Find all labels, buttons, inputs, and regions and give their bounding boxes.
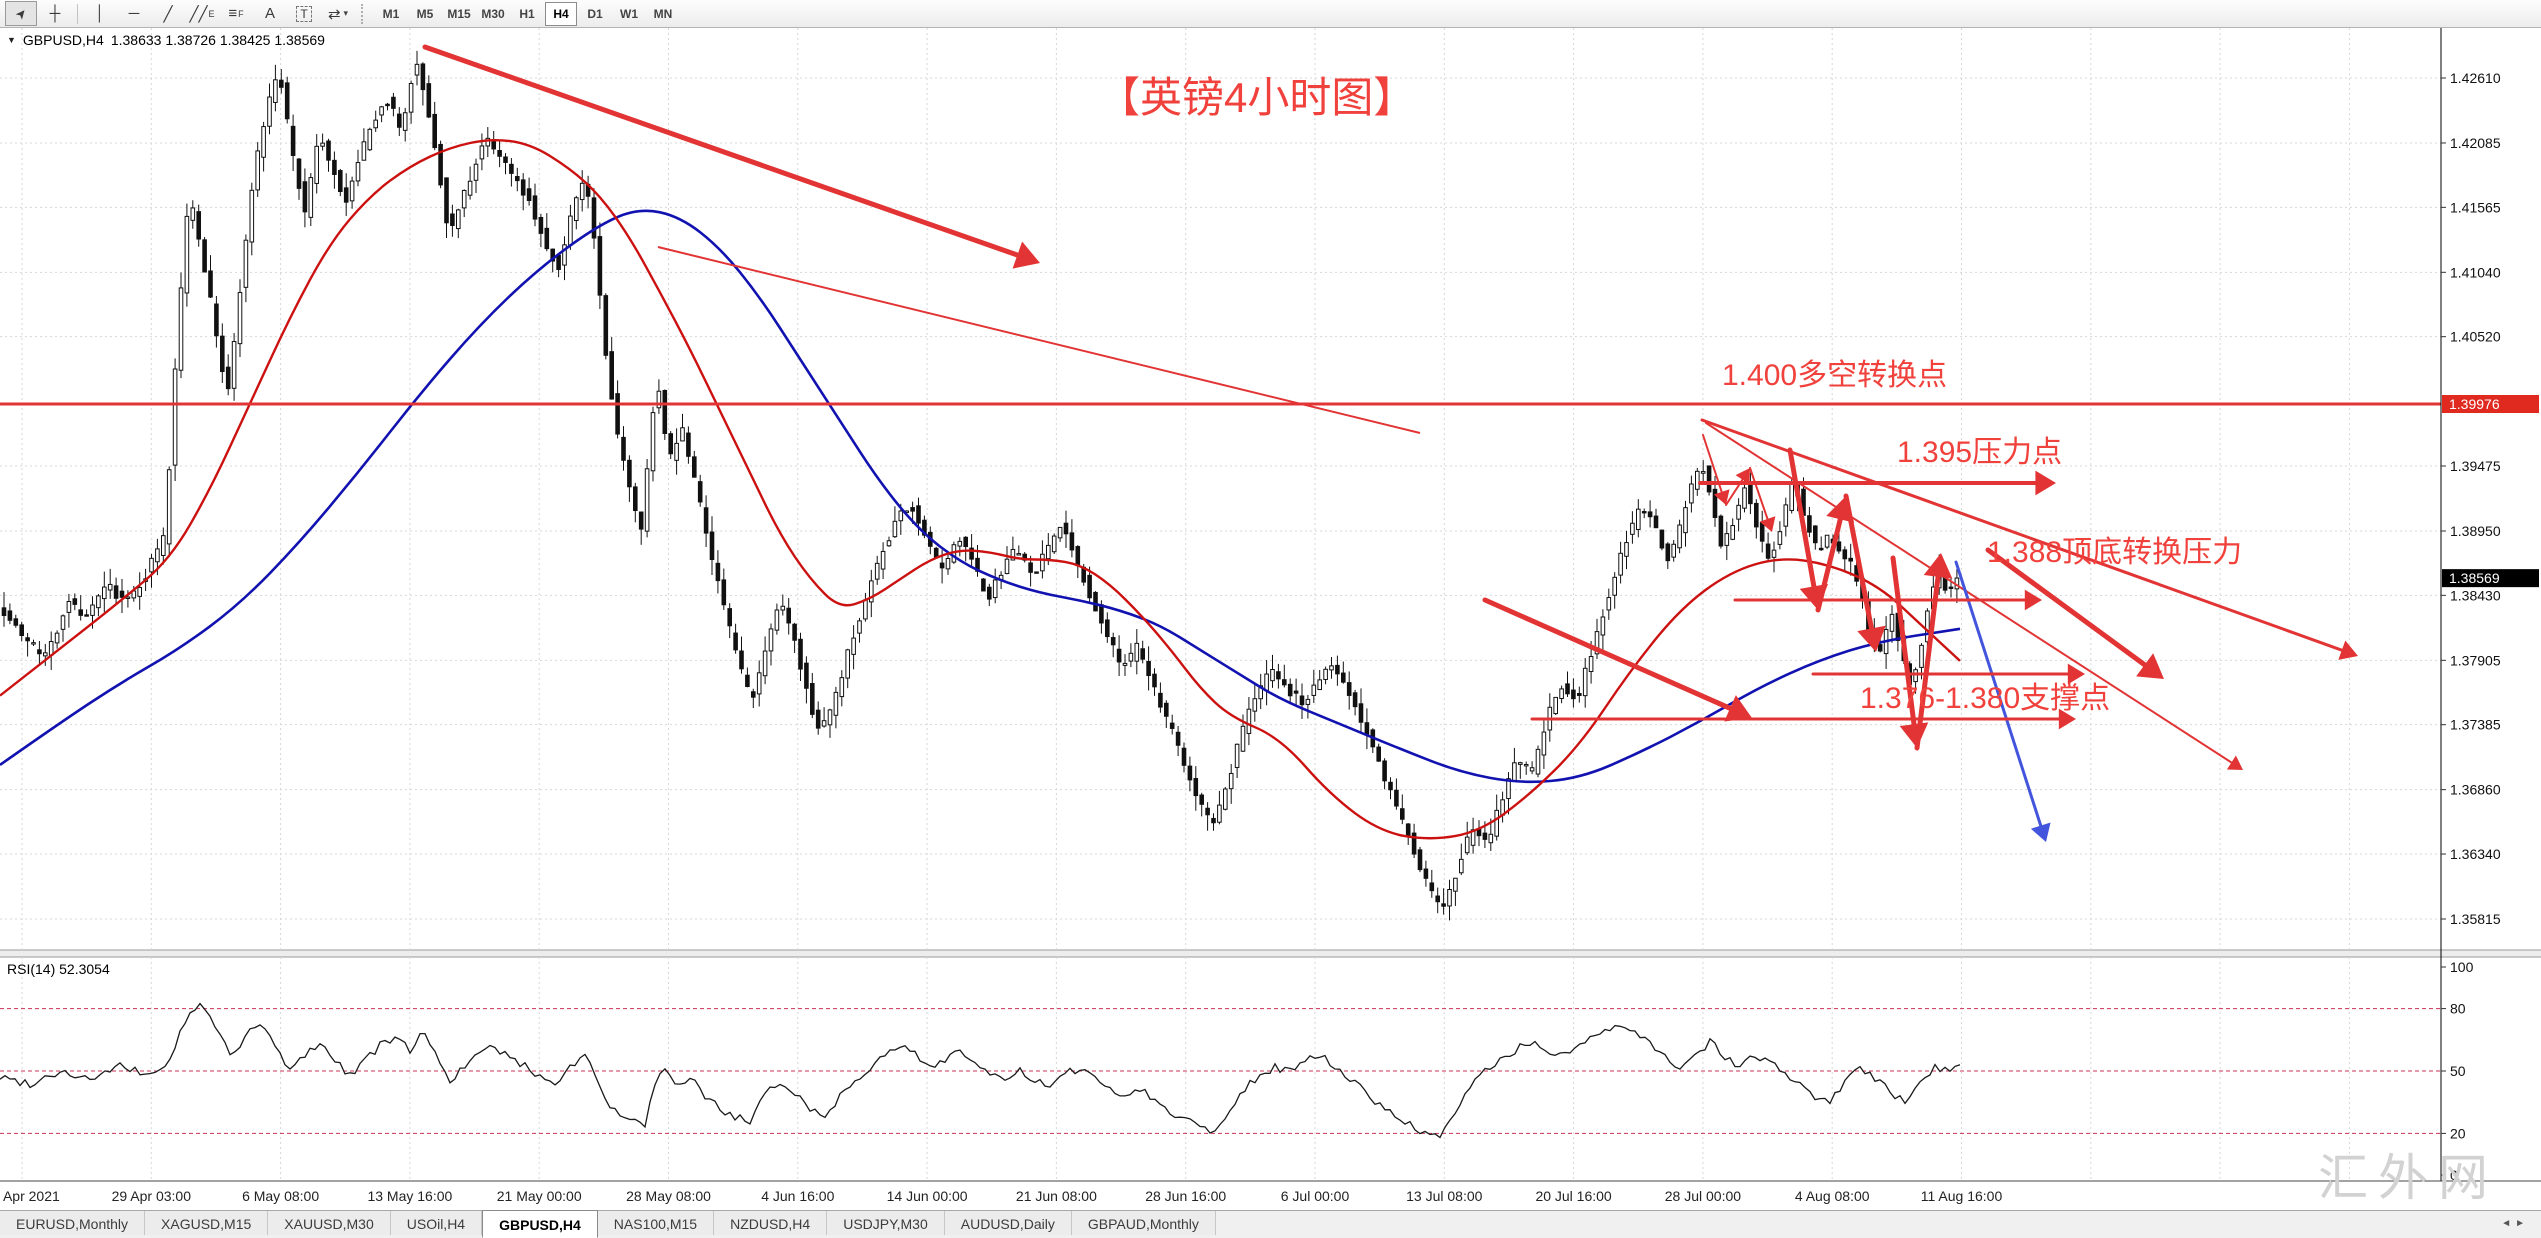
svg-text:14 Jun 00:00: 14 Jun 00:00: [887, 1188, 968, 1204]
text-label-icon[interactable]: T: [288, 1, 320, 26]
timeframe-button-d1[interactable]: D1: [587, 6, 603, 21]
svg-text:1.38430: 1.38430: [2450, 587, 2501, 603]
svg-text:21 Jun 08:00: 21 Jun 08:00: [1016, 1188, 1097, 1204]
svg-text:1.37905: 1.37905: [2450, 652, 2501, 668]
chart-tab-usoil-h4[interactable]: USOil,H4: [390, 1211, 483, 1235]
svg-text:11 Aug 16:00: 11 Aug 16:00: [1921, 1188, 2003, 1204]
price-axis: 1.42610 1.42085 1.41565 1.41040 1.40520 1.394…: [2440, 28, 2501, 1183]
equidistant-channel-icon[interactable]: ╱╱ E: [189, 5, 215, 23]
timeframe-button-m1[interactable]: M1: [382, 6, 400, 21]
tab-scroll-left-icon[interactable]: ◄: [2501, 1218, 2516, 1229]
symbol-ohlc: 1.38633 1.38726 1.38425 1.38569: [110, 32, 325, 48]
timeframe-button-w1[interactable]: W1: [620, 6, 638, 21]
horizontal-line-icon[interactable]: ─: [128, 5, 140, 22]
svg-text:28 Jun 16:00: 28 Jun 16:00: [1145, 1188, 1226, 1204]
svg-text:80: 80: [2450, 1001, 2466, 1017]
chart-tab-audusd-daily[interactable]: AUDUSD,Daily: [944, 1211, 1072, 1235]
text-icon[interactable]: A: [264, 5, 275, 22]
svg-text:1.36860: 1.36860: [2450, 782, 2501, 798]
chart-tabs: EURUSD,Monthly XAGUSD,M15 XAUUSD,M30 USOil,…: [0, 1210, 1216, 1238]
time-axis: 21 Apr 2021 29 Apr 03:00 6 May 08:00 13 May…: [0, 1188, 2002, 1204]
timeframe-button-h4[interactable]: H4: [545, 1, 577, 26]
toolbar-separator: [77, 3, 78, 24]
svg-text:4 Aug 08:00: 4 Aug 08:00: [1795, 1188, 1870, 1204]
svg-text:4 Jun 16:00: 4 Jun 16:00: [761, 1188, 834, 1204]
candlestick-series: [1, 50, 1960, 921]
svg-text:1.39475: 1.39475: [2450, 458, 2501, 474]
chart-tab-xauusd-m30[interactable]: XAUUSD,M30: [268, 1211, 391, 1235]
trendline-icon[interactable]: ╱: [163, 5, 173, 23]
watermark: 汇外网: [2318, 1150, 2498, 1206]
rsi-pane: [0, 1002, 2541, 1182]
svg-text:6 Jul 00:00: 6 Jul 00:00: [1281, 1188, 1350, 1204]
timeframe-button-m30[interactable]: M30: [481, 6, 505, 21]
svg-text:50: 50: [2450, 1063, 2466, 1079]
chart-tab-nas100-m15[interactable]: NAS100,M15: [597, 1211, 715, 1235]
svg-text:13 May 16:00: 13 May 16:00: [367, 1188, 452, 1204]
svg-text:1.42610: 1.42610: [2450, 70, 2501, 86]
symbol-info-bar: ▼ GBPUSD,H4 1.38633 1.38726 1.38425 1.38…: [7, 32, 325, 48]
svg-text:1.37385: 1.37385: [2450, 717, 2501, 733]
svg-text:100: 100: [2450, 959, 2474, 975]
svg-text:1.40520: 1.40520: [2450, 329, 2501, 345]
tab-scroll-right-icon[interactable]: ►: [2515, 1218, 2529, 1229]
price-tags: 1.39976 1.38569: [2442, 395, 2539, 588]
svg-text:1.41565: 1.41565: [2450, 199, 2501, 215]
symbol-name: GBPUSD,H4: [22, 32, 104, 48]
svg-text:29 Apr 03:00: 29 Apr 03:00: [112, 1188, 192, 1204]
toolbar: ➤ ┼ │ ─ ╱ ╱╱ E ≡ F A T ⇄ ▾ M1 M5 M15 M30 H1 H4 D1 W1 MN: [0, 0, 2541, 28]
svg-text:【英镑4小时图】: 【英镑4小时图】: [1098, 74, 1415, 121]
fibonacci-icon[interactable]: ≡ F: [228, 5, 244, 22]
svg-text:6 May 08:00: 6 May 08:00: [242, 1188, 319, 1204]
cursor-icon[interactable]: ➤: [5, 1, 37, 26]
chart-tab-gbpaud-monthly[interactable]: GBPAUD,Monthly: [1071, 1211, 1216, 1235]
svg-text:1.388顶底转换压力: 1.388顶底转换压力: [1987, 536, 2242, 569]
svg-text:0: 0: [2450, 1167, 2458, 1183]
chart-tab-xagusd-m15[interactable]: XAGUSD,M15: [145, 1211, 269, 1235]
annotation-arrows: [422, 44, 2358, 842]
rsi-indicator-label: RSI(14) 52.3054: [7, 961, 110, 977]
tab-scroll-arrows[interactable]: ◄►: [2501, 1218, 2529, 1229]
chart-tab-nzdusd-h4[interactable]: NZDUSD,H4: [714, 1211, 828, 1235]
svg-text:21 May 00:00: 21 May 00:00: [497, 1188, 582, 1204]
svg-text:21 Apr 2021: 21 Apr 2021: [0, 1188, 60, 1204]
svg-text:20 Jul 16:00: 20 Jul 16:00: [1535, 1188, 1611, 1204]
timeframe-button-m5[interactable]: M5: [416, 6, 434, 21]
svg-text:1.41040: 1.41040: [2450, 264, 2501, 280]
svg-text:28 May 08:00: 28 May 08:00: [626, 1188, 711, 1204]
svg-text:1.376-1.380支撑点: 1.376-1.380支撑点: [1860, 682, 2110, 715]
chart-tab-usdjpy-m30[interactable]: USDJPY,M30: [827, 1211, 945, 1235]
chart-background: [0, 28, 2541, 1183]
chart-tab-bar: EURUSD,Monthly XAGUSD,M15 XAUUSD,M30 USOil,…: [0, 1210, 2541, 1238]
svg-text:1.39976: 1.39976: [2449, 396, 2500, 412]
symbol-dropdown-icon[interactable]: ▼: [7, 35, 16, 45]
svg-text:1.35815: 1.35815: [2450, 911, 2501, 927]
moving-averages: [0, 138, 1961, 840]
chart-tab-eurusd-monthly[interactable]: EURUSD,Monthly: [0, 1211, 146, 1235]
svg-text:13 Jul 08:00: 13 Jul 08:00: [1406, 1188, 1482, 1204]
svg-text:1.400多空转换点: 1.400多空转换点: [1722, 359, 1947, 392]
annotation-texts: 【英镑4小时图】 1.400多空转换点 1.395压力点 1.388顶底转换压力 1.3…: [1098, 74, 2242, 715]
svg-text:20: 20: [2450, 1125, 2466, 1141]
timeframe-button-h1[interactable]: H1: [519, 6, 535, 21]
toolbar-grip: [361, 3, 368, 24]
svg-text:1.42085: 1.42085: [2450, 135, 2501, 151]
timeframe-group: M1 M5 M15 M30 H1 H4 D1 W1 MN: [374, 1, 680, 26]
svg-text:1.395压力点: 1.395压力点: [1897, 436, 2062, 469]
svg-text:1.36340: 1.36340: [2450, 846, 2501, 862]
chart-tab-gbpusd-h4[interactable]: GBPUSD,H4: [482, 1210, 598, 1238]
timeframe-button-mn[interactable]: MN: [653, 6, 673, 21]
svg-text:1.38950: 1.38950: [2450, 523, 2501, 539]
vertical-line-icon[interactable]: │: [95, 5, 105, 22]
arrows-icon[interactable]: ⇄ ▾: [327, 5, 349, 23]
svg-text:1.38569: 1.38569: [2449, 570, 2500, 586]
grid-lines: [0, 28, 2441, 1181]
svg-text:28 Jul 00:00: 28 Jul 00:00: [1665, 1188, 1741, 1204]
drawing-tools-group: ➤ ┼ │ ─ ╱ ╱╱ E ≡ F A T ⇄ ▾: [4, 1, 374, 26]
timeframe-button-m15[interactable]: M15: [447, 6, 471, 21]
crosshair-icon[interactable]: ┼: [49, 5, 61, 22]
